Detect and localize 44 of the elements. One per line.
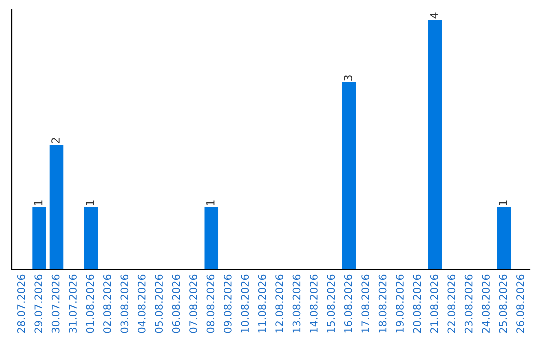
bar (342, 82, 356, 270)
x-tick-label: 04.08.2026 (138, 274, 146, 334)
data-label: 3 (344, 76, 353, 81)
bar (84, 208, 98, 270)
data-label: 4 (430, 12, 438, 19)
bar (497, 208, 512, 270)
bar (32, 208, 46, 270)
x-tick-label: 21.08.2026 (430, 274, 438, 334)
x-tick-label: 20.08.2026 (413, 274, 422, 334)
x-tick-label: 16.08.2026 (344, 274, 352, 333)
x-tick-label: 19.08.2026 (396, 274, 404, 333)
x-tick-label: 18.08.2026 (378, 274, 387, 333)
x-tick-label: 26.08.2026 (516, 274, 524, 334)
data-label: 1 (34, 200, 43, 206)
data-label: 2 (52, 138, 60, 144)
x-tick-label: 11.08.2026 (258, 274, 266, 333)
x-tick-label: 07.08.2026 (190, 274, 198, 334)
x-tick-label: 05.08.2026 (155, 274, 164, 334)
x-tick-label: 29.07.2026 (34, 274, 43, 334)
x-tick-label: 08.08.2026 (206, 274, 215, 334)
x-tick-label: 30.07.2026 (52, 274, 60, 334)
x-tick-label: 25.08.2026 (499, 274, 508, 334)
bar (428, 20, 442, 270)
data-label: 1 (499, 200, 508, 206)
x-tick-label: 22.08.2026 (448, 274, 456, 334)
x-tick-label: 23.08.2026 (464, 274, 473, 334)
bar (204, 208, 219, 270)
x-tick-label: 28.07.2026 (17, 274, 26, 334)
x-tick-label: 06.08.2026 (172, 274, 180, 334)
x-tick-label: 12.08.2026 (276, 274, 284, 333)
x-tick-label: 13.08.2026 (292, 274, 301, 333)
x-tick-label: 14.08.2026 (310, 274, 318, 333)
bar (50, 145, 64, 270)
x-tick-label: 15.08.2026 (327, 274, 336, 333)
x-tick-label: 24.08.2026 (482, 274, 490, 334)
x-tick-label: 01.08.2026 (86, 274, 94, 334)
x-tick-label: 31.07.2026 (69, 274, 77, 334)
x-tick-label: 09.08.2026 (224, 274, 232, 334)
x-tick-label: 10.08.2026 (241, 274, 250, 333)
x-tick-label: 03.08.2026 (120, 274, 129, 334)
x-tick-label: 02.08.2026 (104, 274, 112, 334)
data-label: 1 (206, 200, 215, 206)
data-label: 1 (86, 200, 94, 206)
x-tick-label: 17.08.2026 (362, 274, 370, 333)
